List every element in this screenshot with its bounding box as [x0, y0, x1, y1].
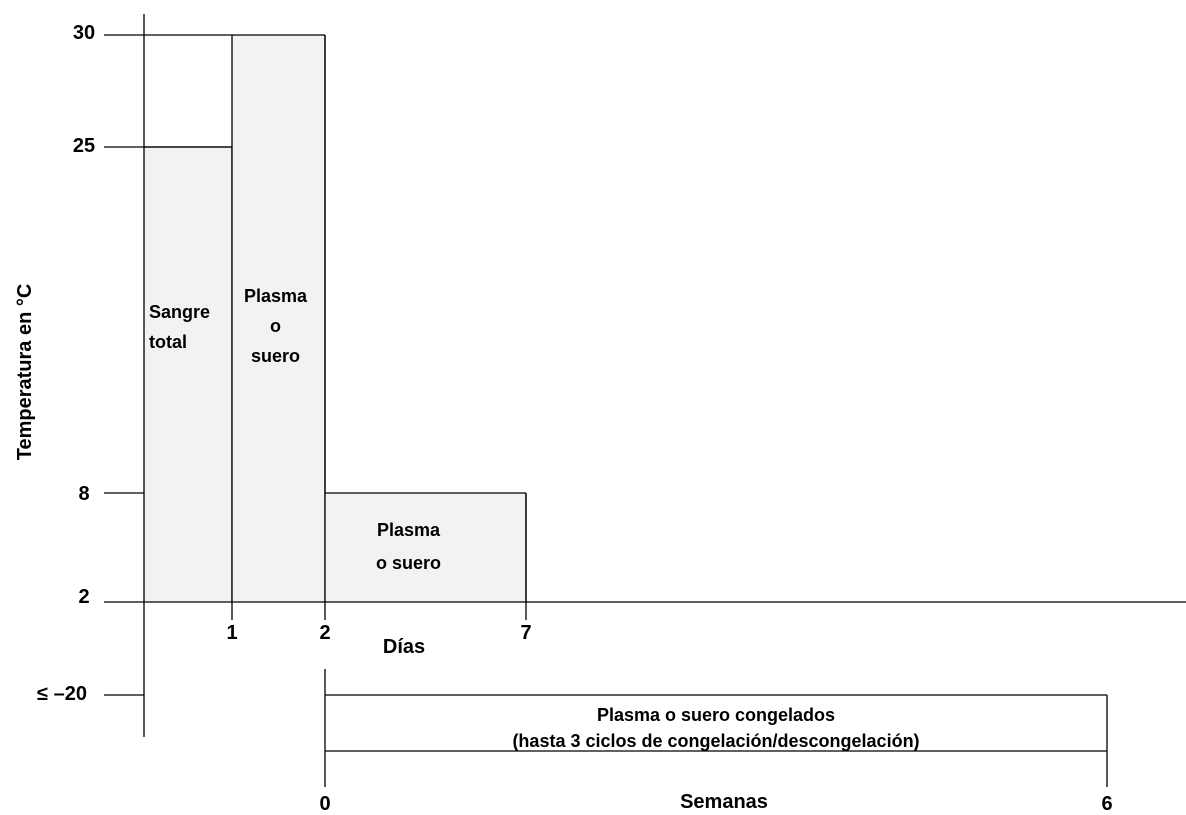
- region-label-1-line-0: Plasma: [244, 286, 308, 306]
- weeks-tick-label-0: 0: [319, 793, 330, 815]
- regions-layer: Sangre total Plasma o suero Plasma o suero Plas…: [144, 34, 1108, 787]
- y-tick-label-1: 25: [73, 135, 95, 157]
- region-label-3-line-0: Plasma o suero congelados: [597, 705, 835, 725]
- region-label-2-line-1: o suero: [376, 553, 441, 573]
- y-tick-label-0: 30: [73, 22, 95, 44]
- y-tick-label-3: 2: [78, 586, 89, 608]
- region-label-0-line-0: Sangre: [149, 302, 210, 322]
- days-tick-label-2: 7: [520, 622, 531, 644]
- weeks-tick-label-1: 6: [1101, 793, 1112, 815]
- y-tick-label-4: ≤ –20: [37, 683, 87, 705]
- days-axis-title: Días: [383, 636, 425, 658]
- y-axis-title: Temperatura en °C: [14, 284, 36, 461]
- region-box-1: [232, 35, 325, 602]
- lines-layer: [104, 14, 1186, 737]
- region-label-3-line-1: (hasta 3 ciclos de congelación/descongel…: [512, 731, 919, 751]
- ticks-layer: 30 25 8 2 ≤ –20 1 2 7 0 6: [37, 22, 1113, 815]
- days-tick-label-0: 1: [226, 622, 237, 644]
- y-tick-label-2: 8: [78, 483, 89, 505]
- weeks-axis-title: Semanas: [680, 791, 768, 813]
- days-tick-label-1: 2: [319, 622, 330, 644]
- region-box-2: [325, 493, 526, 602]
- region-label-0-line-1: total: [149, 332, 187, 352]
- labels-layer: Temperatura en °C Días Semanas: [14, 284, 768, 813]
- region-label-1-line-1: o: [270, 316, 281, 336]
- region-box-3: [325, 695, 1107, 751]
- region-label-2-line-0: Plasma: [377, 520, 441, 540]
- region-label-1-line-2: suero: [251, 346, 300, 366]
- region-box-0: [144, 147, 232, 602]
